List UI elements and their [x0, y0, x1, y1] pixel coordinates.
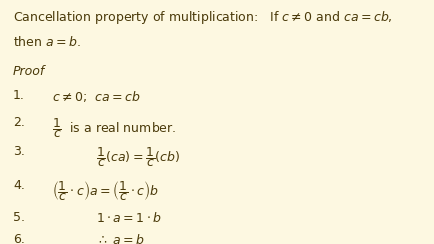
- Text: 3.: 3.: [13, 145, 25, 158]
- Text: Proof: Proof: [13, 65, 45, 78]
- Text: 4.: 4.: [13, 179, 25, 192]
- Text: then $a = b$.: then $a = b$.: [13, 35, 81, 49]
- Text: $c \neq 0$;  $ca = cb$: $c \neq 0$; $ca = cb$: [52, 89, 140, 104]
- Text: 6.: 6.: [13, 233, 25, 244]
- Text: Cancellation property of multiplication:   If $c \neq 0$ and $ca = cb$,: Cancellation property of multiplication:…: [13, 9, 392, 26]
- Text: $1 \cdot a = 1 \cdot b$: $1 \cdot a = 1 \cdot b$: [95, 211, 161, 225]
- Text: 2.: 2.: [13, 116, 25, 129]
- Text: $\therefore\; a = b$: $\therefore\; a = b$: [95, 233, 144, 244]
- Text: 1.: 1.: [13, 89, 25, 102]
- Text: $\dfrac{1}{c}$  is a real number.: $\dfrac{1}{c}$ is a real number.: [52, 116, 176, 140]
- Text: $\dfrac{1}{c}(ca) = \dfrac{1}{c}(cb)$: $\dfrac{1}{c}(ca) = \dfrac{1}{c}(cb)$: [95, 145, 179, 169]
- Text: $\left(\dfrac{1}{c} \cdot c\right)a = \left(\dfrac{1}{c} \cdot c\right)b$: $\left(\dfrac{1}{c} \cdot c\right)a = \l…: [52, 179, 158, 203]
- Text: 5.: 5.: [13, 211, 25, 224]
